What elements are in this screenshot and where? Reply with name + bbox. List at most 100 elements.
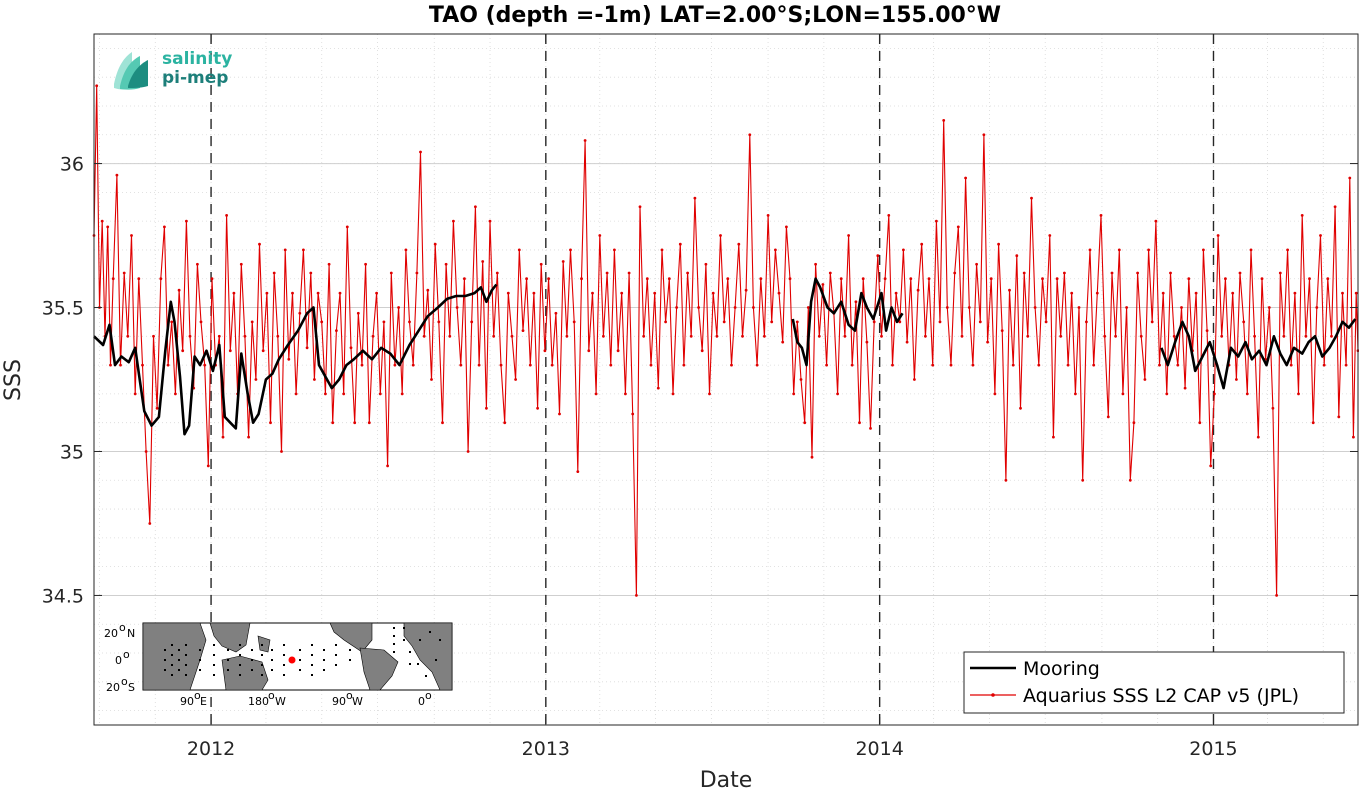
aquarius-point: [415, 271, 419, 275]
aquarius-point: [302, 248, 305, 252]
aquarius-point: [744, 288, 748, 292]
aquarius-point: [1114, 334, 1117, 338]
aquarius-point: [1165, 392, 1169, 396]
mooring-location-dot: [323, 669, 325, 671]
aquarius-point: [1161, 291, 1165, 295]
y-tick-label: 35: [60, 441, 84, 463]
aquarius-point: [367, 421, 371, 425]
aquarius-point: [722, 320, 726, 324]
aquarius-point: [550, 363, 554, 367]
aquarius-point: [913, 378, 916, 381]
mooring-location-dot: [261, 674, 263, 676]
mooring-location-dot: [393, 651, 395, 653]
mooring-location-dot: [227, 649, 229, 651]
mooring-location-dot: [425, 675, 427, 677]
aquarius-point: [291, 291, 294, 295]
aquarius-point: [850, 363, 854, 367]
aquarius-point: [521, 329, 525, 332]
aquarius-point: [678, 242, 682, 246]
y-axis-ticks: 34.5 35 35.5 36: [42, 154, 1358, 607]
aquarius-point: [1132, 421, 1136, 425]
aquarius-point: [353, 421, 357, 425]
mooring-location-dot: [323, 659, 325, 661]
svg-text:90: 90: [180, 695, 194, 708]
aquarius-point: [591, 291, 594, 295]
mooring-location-dot: [419, 639, 421, 641]
aquarius-point: [872, 320, 876, 324]
year-divider-lines: [210, 34, 1215, 725]
aquarius-point: [704, 262, 708, 266]
aquarius-point: [978, 320, 982, 324]
mooring-location-dot: [261, 654, 263, 656]
logo-line-1: salinity: [162, 49, 232, 69]
aquarius-point: [144, 450, 148, 453]
aquarius-point: [115, 173, 119, 177]
aquarius-point: [1022, 271, 1026, 275]
svg-text:o: o: [194, 689, 201, 702]
aquarius-point: [1092, 363, 1096, 367]
mooring-location-dot: [185, 674, 187, 676]
aquarius-point: [1311, 421, 1315, 425]
aquarius-point: [1169, 271, 1172, 275]
aquarius-point: [1275, 594, 1278, 597]
aquarius-point: [294, 392, 298, 396]
aquarius-point: [345, 225, 349, 229]
aquarius-point: [221, 435, 225, 439]
aquarius-point: [715, 334, 719, 338]
aquarius-point: [594, 392, 598, 396]
location-inset-map: 20 o N 0 o 20 o S 90 o E 180 o W 90 o W: [104, 621, 453, 708]
aquarius-point: [247, 435, 251, 439]
aquarius-point: [269, 421, 272, 425]
aquarius-series: [92, 84, 1359, 597]
mooring-location-dot: [227, 669, 229, 671]
aquarius-point: [814, 262, 817, 266]
mooring-location-dot: [409, 651, 411, 653]
plot-frame: [93, 33, 1359, 726]
aquarius-point: [938, 320, 942, 324]
aquarius-point: [148, 522, 152, 525]
aquarius-point: [1238, 271, 1242, 275]
aquarius-point: [206, 464, 210, 468]
aquarius-point: [1030, 196, 1033, 200]
aquarius-point: [1224, 277, 1227, 281]
aquarius-point: [517, 248, 521, 252]
mooring-location-dot: [439, 639, 441, 641]
mooring-location-dot: [311, 664, 313, 666]
aquarius-point: [1158, 363, 1161, 367]
aquarius-point: [338, 291, 342, 295]
aquarius-point: [1125, 306, 1128, 309]
aquarius-point: [580, 277, 583, 281]
aquarius-point: [133, 392, 137, 396]
aquarius-point: [419, 150, 422, 154]
mooring-location-dot: [199, 659, 201, 661]
x-tick-label: 2014: [855, 738, 903, 760]
aquarius-point: [924, 334, 927, 338]
aquarius-point: [1063, 271, 1066, 275]
aquarius-point: [426, 288, 430, 292]
mooring-location-dot: [261, 644, 263, 646]
x-tick-label: 2013: [522, 738, 570, 760]
aquarius-point: [960, 334, 964, 338]
aquarius-point: [1103, 334, 1107, 338]
aquarius-point: [1128, 478, 1132, 482]
mooring-location-dot: [393, 627, 395, 629]
aquarius-point: [1205, 329, 1209, 332]
aquarius-point: [400, 392, 404, 396]
aquarius-point: [1348, 176, 1352, 180]
aquarius-point: [1055, 277, 1059, 281]
svg-text:20: 20: [104, 627, 118, 640]
aquarius-point: [558, 412, 561, 416]
logo-line-2: pi-mep: [162, 68, 228, 88]
aquarius-point: [485, 406, 488, 410]
mooring-location-dot: [251, 669, 253, 671]
aquarius-point: [645, 277, 649, 281]
aquarius-point: [920, 242, 924, 246]
aquarius-point: [137, 277, 141, 281]
aquarius-point: [188, 334, 192, 338]
aquarius-point: [883, 277, 887, 281]
mooring-location-dot: [299, 669, 301, 671]
aquarius-point: [1099, 214, 1103, 217]
aquarius-point: [997, 242, 1000, 246]
aquarius-point: [1194, 291, 1198, 295]
aquarius-point: [455, 306, 459, 309]
